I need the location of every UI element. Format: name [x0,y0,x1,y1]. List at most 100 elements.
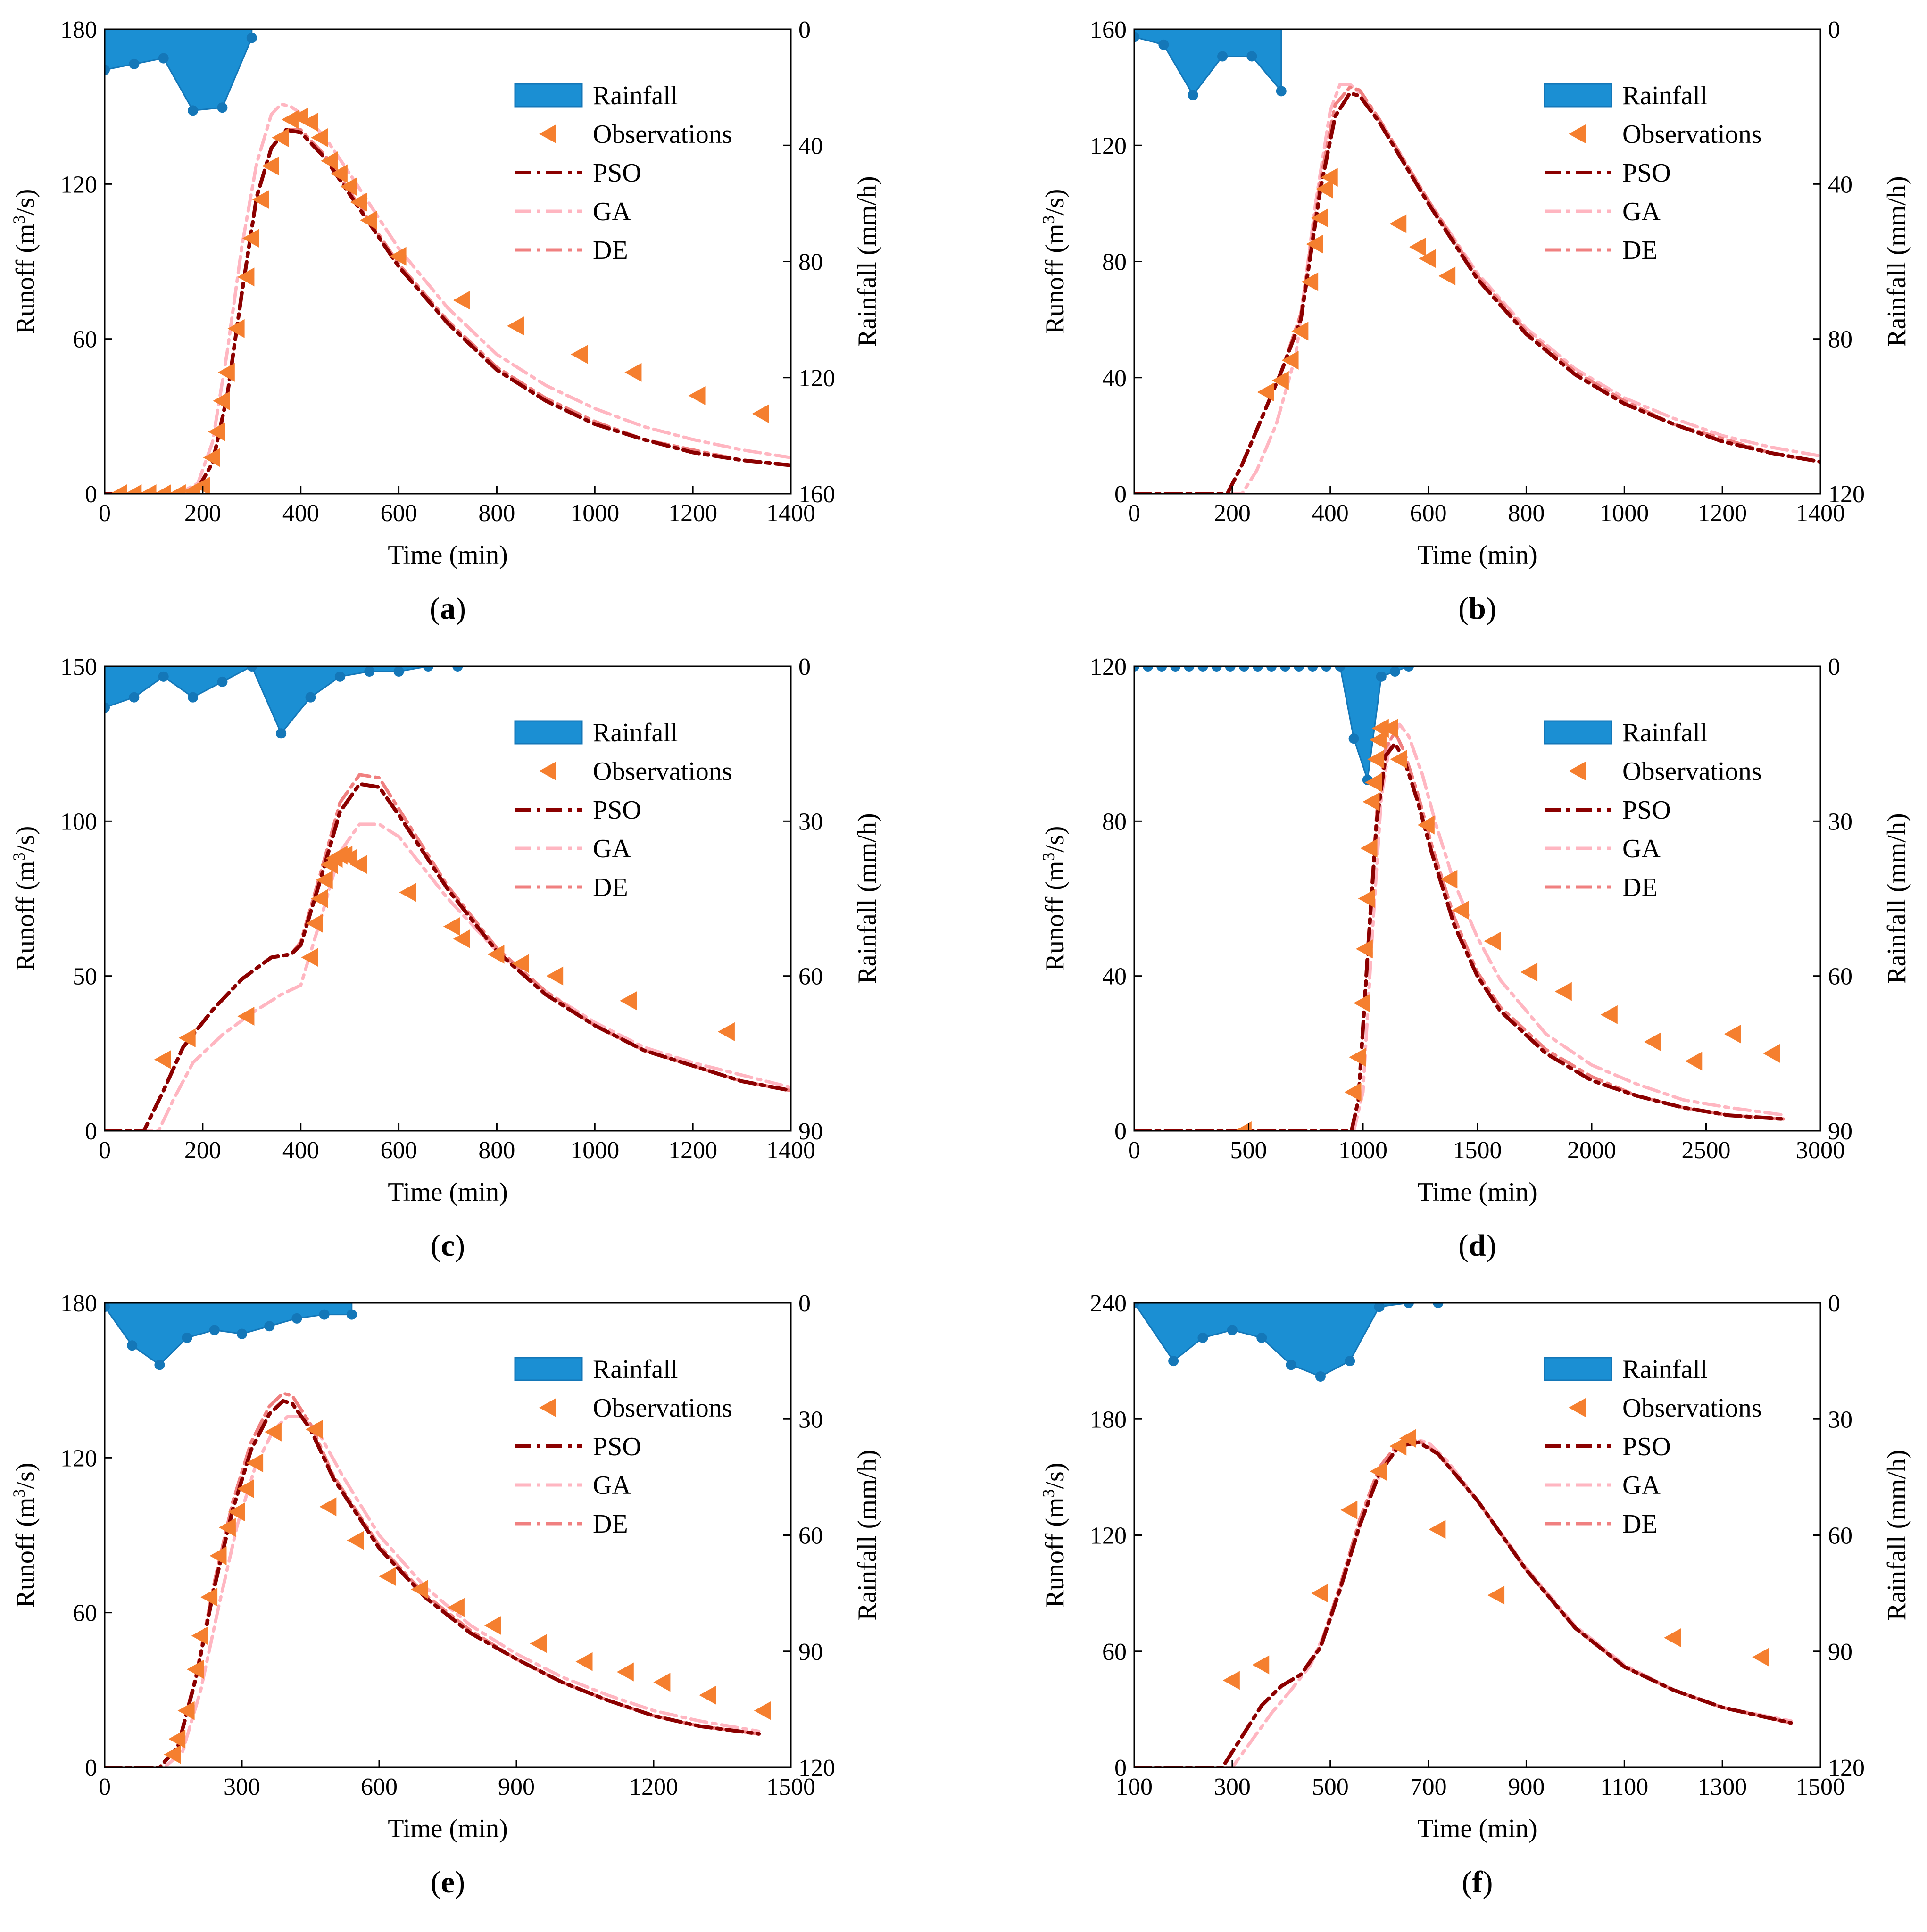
observation-point [1222,1671,1240,1690]
series-line-ga [1134,1436,1793,1767]
y2-tick-label: 0 [798,654,811,680]
series-line-de [105,773,791,1131]
y2-tick-label: 30 [798,1406,823,1433]
legend-label-rainfall: Rainfall [593,718,678,747]
observation-point [1409,237,1426,257]
observation-point [316,871,333,890]
observation-point [487,945,505,964]
rainfall-point [105,702,110,713]
chart-panel-f: 100 300 500 700 900 1100 1300 1500 0 60 120 180 240 0… [1039,1290,1911,1899]
y2-tick-label: 60 [1828,1523,1852,1550]
x-tick-label: 1100 [1600,1774,1648,1800]
x-tick-label: 0 [1128,500,1140,527]
panel-caption: (c) [431,1228,465,1263]
rainfall-point [1266,666,1277,672]
rainfall-point [1315,1371,1326,1382]
series-line-ga [105,1415,761,1767]
y2-tick-label: 60 [798,1523,823,1550]
observation-point [272,128,289,147]
rainfall-area [105,1303,353,1366]
y-tick-label: 0 [1114,481,1127,508]
rainfall-point [1227,1325,1238,1335]
plot-area [105,1303,771,1767]
series-line-de [1134,730,1788,1131]
rainfall-point [423,666,433,672]
chart-panel-c: 0 200 400 600 800 1000 1200 1400 0 50 100 150 0 30 60 9… [9,654,882,1263]
legend: Rainfall Observations PSO GA DE [1544,718,1762,902]
observation-point [1257,382,1274,402]
rainfall-point [1404,1303,1414,1308]
legend-label-ga: GA [1622,1471,1661,1500]
observation-point [125,484,142,494]
x-tick-label: 1500 [1796,1774,1845,1800]
y-tick-label: 0 [85,1118,97,1145]
observation-point [1354,994,1370,1013]
legend-label-pso: PSO [1622,158,1671,188]
rainfall-point [1389,666,1400,677]
y2-tick-label: 160 [798,481,835,508]
observation-point [411,1580,428,1599]
rainfall-point [127,1340,138,1351]
rainfall-point [1345,1356,1355,1367]
observation-point [164,1745,181,1764]
rainfall-point [1225,666,1236,672]
y2-tick-label: 0 [798,17,811,43]
legend-swatch-rainfall [514,1357,583,1381]
observation-point [754,1701,771,1720]
x-tick-label: 0 [1128,1137,1140,1164]
observation-point [575,1652,593,1671]
chart-panel-e: 0 300 600 900 1200 1500 0 60 120 180 0 30 60 90 120 Tim… [9,1290,882,1899]
rainfall-point [1211,666,1222,672]
panel-caption: (a) [430,591,466,626]
rainfall-point [217,102,228,113]
y2-axis-label: Rainfall (mm/h) [853,176,882,347]
plot-area [1134,29,1820,494]
observation-point [1390,750,1407,769]
observation-point [168,484,186,494]
x-tick-label: 600 [381,500,417,527]
observation-point [1389,214,1407,233]
observation-point [228,1502,245,1522]
x-tick-label: 2000 [1567,1137,1616,1164]
rainfall-point [1335,666,1346,672]
observation-point [530,1634,547,1653]
observation-point [191,1626,208,1645]
x-tick-label: 800 [478,1137,515,1164]
observation-point [699,1685,716,1705]
observation-point [209,1546,227,1566]
rainfall-area [105,666,458,735]
observation-point [484,1616,501,1635]
y2-tick-label: 60 [798,963,823,990]
observation-point [1644,1032,1661,1052]
observation-point [1752,1648,1769,1667]
y2-axis-label: Rainfall (mm/h) [1882,813,1911,984]
observation-point [453,929,470,948]
rainfall-point [1376,671,1387,682]
rainfall-point [154,1360,165,1370]
y-tick-label: 180 [60,17,97,43]
y2-tick-label: 40 [798,133,823,159]
y2-tick-label: 60 [1828,963,1852,990]
rainfall-point [1348,733,1359,744]
observation-point [1484,931,1501,951]
rainfall-point [346,1309,357,1320]
rainfall-point [276,728,287,739]
y-axis-label: Runoff (m3/s) [1039,826,1070,971]
chart-panel-a: 0 200 400 600 800 1000 1200 1400 0 60 120 180 0 40 80 1… [9,17,882,626]
observation-point [616,1662,634,1682]
observation-point [203,448,220,467]
panel-caption: (b) [1458,591,1496,626]
y2-tick-label: 120 [1828,481,1865,508]
x-tick-label: 400 [1312,500,1349,527]
x-tick-label: 400 [282,1137,319,1164]
legend-label-de: DE [1622,873,1658,902]
y-tick-label: 120 [60,171,97,198]
observation-point [264,1422,282,1442]
x-tick-label: 1200 [668,500,717,527]
observation-point [688,386,706,406]
observation-point [1321,167,1338,187]
observation-point [1419,249,1436,268]
y2-tick-label: 80 [798,249,823,276]
observation-point [200,1587,218,1607]
observation-point [1487,1585,1505,1605]
